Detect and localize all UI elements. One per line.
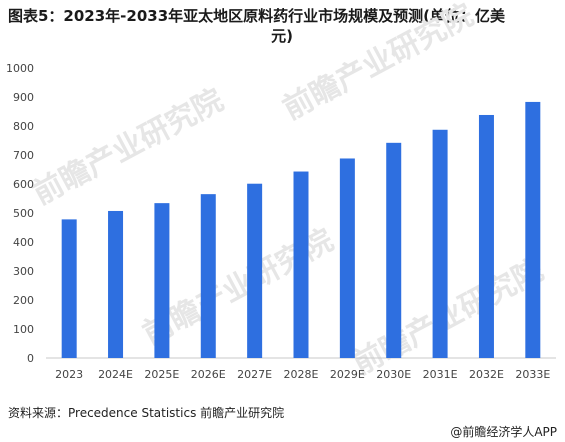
y-tick-label: 400 [13, 236, 34, 249]
bar-2024E [108, 210, 124, 358]
bar-2023 [61, 219, 77, 358]
bar-2031E [432, 129, 448, 358]
chart-title: 图表5：2023年-2033年亚太地区原料药行业市场规模及预测(单位：亿美 元) [8, 6, 556, 46]
bar-2030E [386, 142, 402, 358]
y-tick-label: 800 [13, 120, 34, 133]
y-tick-label: 300 [13, 265, 34, 278]
bar-2026E [200, 194, 216, 358]
y-axis: 0 100 200 300 400 500 600 700 800 900 1000 [6, 62, 34, 365]
bar-2027E [247, 183, 263, 358]
x-axis: 2023 2024E 2025E 2026E 2027E 2028E 2029E 2030E 2… [55, 368, 550, 381]
bar-2033E [525, 101, 541, 359]
bars-group [61, 101, 541, 359]
x-tick-label: 2032E [469, 368, 504, 381]
x-tick-label: 2024E [98, 368, 133, 381]
x-tick-label: 2026E [191, 368, 226, 381]
y-tick-label: 1000 [6, 62, 34, 75]
y-tick-label: 700 [13, 149, 34, 162]
chart-title-line2: 元) [271, 27, 293, 45]
x-tick-label: 2025E [144, 368, 179, 381]
x-tick-label: 2029E [330, 368, 365, 381]
x-tick-label: 2033E [515, 368, 550, 381]
y-tick-label: 0 [27, 352, 34, 365]
bar-chart: 前瞻产业研究院 前瞻产业研究院 前瞻产业研究院 前瞻产业研究院 0 100 200 3… [6, 0, 556, 382]
bar-2029E [339, 158, 355, 358]
bar-2028E [293, 171, 309, 358]
chart-title-line1: 图表5：2023年-2033年亚太地区原料药行业市场规模及预测(单位：亿美 [8, 7, 506, 25]
x-tick-label: 2031E [423, 368, 458, 381]
footer-text: @前瞻经济学人APP [450, 425, 557, 439]
watermark-text-1: 前瞻产业研究院 [27, 83, 229, 212]
y-tick-label: 900 [13, 91, 34, 104]
bar-2032E [478, 114, 494, 358]
source-note: 资料来源：Precedence Statistics 前瞻产业研究院 [8, 406, 285, 420]
watermark-group: 前瞻产业研究院 前瞻产业研究院 前瞻产业研究院 前瞻产业研究院 [27, 0, 549, 382]
x-tick-label: 2030E [376, 368, 411, 381]
x-tick-label: 2028E [284, 368, 319, 381]
y-tick-label: 500 [13, 207, 34, 220]
x-tick-label: 2023 [55, 368, 83, 381]
watermark-text-4: 前瞻产业研究院 [347, 253, 549, 382]
y-tick-label: 600 [13, 178, 34, 191]
bar-2025E [154, 203, 170, 358]
y-tick-label: 200 [13, 294, 34, 307]
footer-credit: @前瞻经济学人APP [450, 423, 557, 440]
y-tick-label: 100 [13, 323, 34, 336]
x-tick-label: 2027E [237, 368, 272, 381]
watermark-text-2: 前瞻产业研究院 [277, 0, 479, 127]
